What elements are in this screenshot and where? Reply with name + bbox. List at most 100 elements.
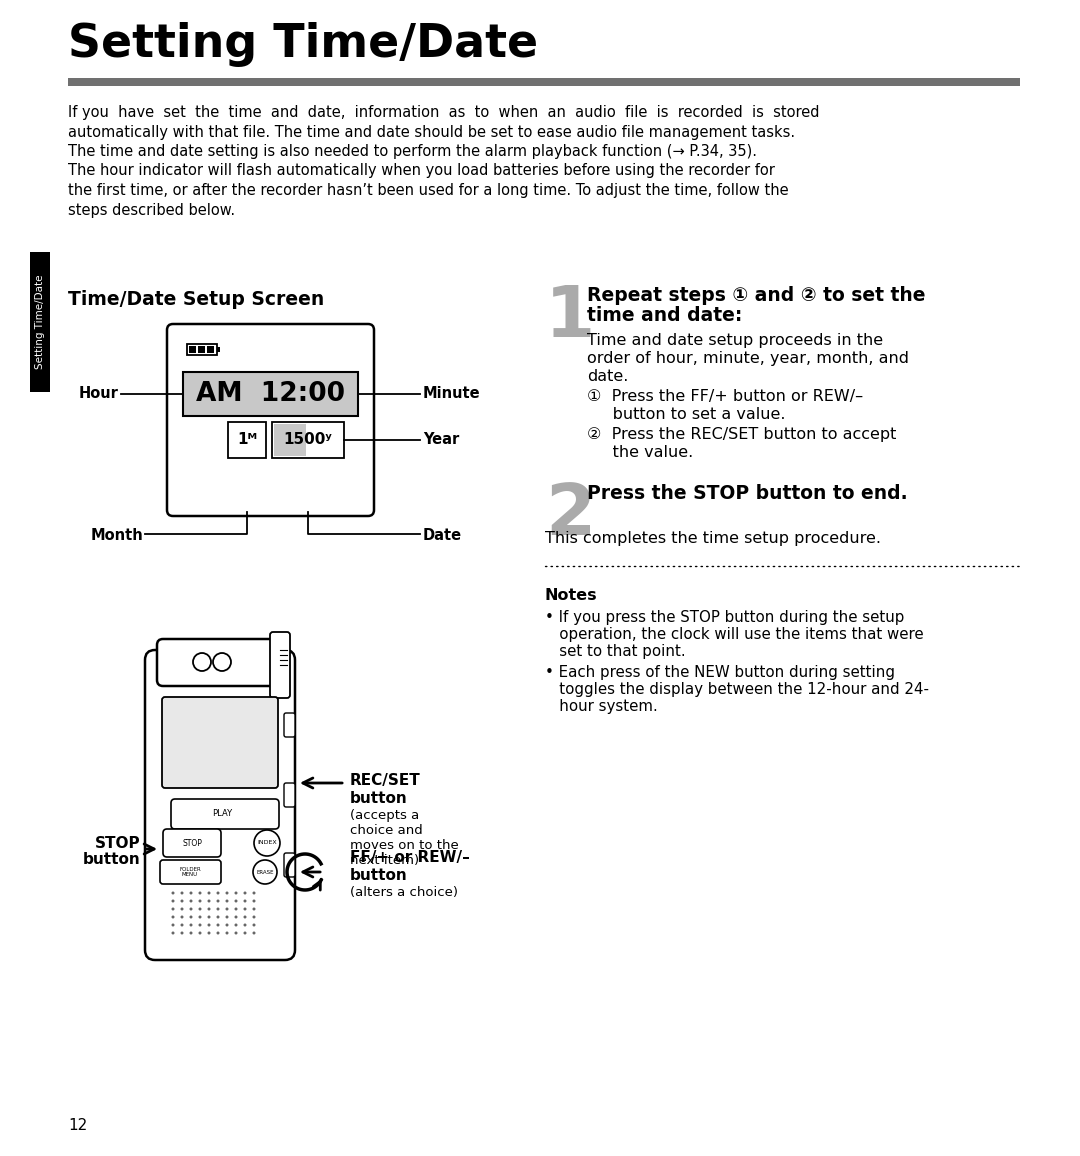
Circle shape [234, 916, 238, 919]
Circle shape [234, 899, 238, 903]
Circle shape [180, 891, 184, 895]
Circle shape [189, 924, 192, 926]
Text: the value.: the value. [588, 445, 693, 460]
Circle shape [172, 907, 175, 911]
Circle shape [172, 916, 175, 919]
Circle shape [253, 916, 256, 919]
Circle shape [207, 924, 211, 926]
Text: ②  Press the REC/SET button to accept: ② Press the REC/SET button to accept [588, 427, 896, 442]
Text: Repeat steps ① and ② to set the: Repeat steps ① and ② to set the [588, 286, 926, 305]
Text: button: button [350, 791, 408, 806]
Text: • If you press the STOP button during the setup: • If you press the STOP button during th… [545, 610, 904, 625]
Circle shape [180, 899, 184, 903]
Text: button to set a value.: button to set a value. [588, 407, 785, 422]
Text: PLAY: PLAY [212, 809, 232, 818]
Circle shape [226, 891, 229, 895]
FancyBboxPatch shape [284, 853, 295, 877]
Circle shape [172, 891, 175, 895]
Text: Year: Year [423, 432, 459, 447]
Text: (alters a choice): (alters a choice) [350, 885, 458, 899]
Circle shape [253, 860, 276, 884]
Circle shape [189, 907, 192, 911]
Text: Time and date setup proceeds in the: Time and date setup proceeds in the [588, 333, 883, 348]
Text: 1ᴹ: 1ᴹ [237, 432, 257, 447]
Circle shape [216, 891, 219, 895]
Circle shape [207, 916, 211, 919]
Circle shape [216, 899, 219, 903]
Circle shape [253, 907, 256, 911]
Circle shape [243, 891, 246, 895]
Circle shape [234, 932, 238, 934]
Circle shape [199, 891, 202, 895]
Circle shape [207, 907, 211, 911]
Circle shape [226, 916, 229, 919]
Text: button: button [350, 868, 408, 883]
Text: 12: 12 [68, 1118, 87, 1133]
Bar [198, 346, 205, 353]
Bar [68, 77, 1020, 86]
Bar [187, 344, 217, 355]
Circle shape [234, 891, 238, 895]
Text: time and date:: time and date: [588, 306, 742, 325]
Text: STOP: STOP [183, 838, 202, 847]
Bar [183, 372, 357, 416]
Circle shape [199, 916, 202, 919]
Circle shape [216, 907, 219, 911]
FancyBboxPatch shape [270, 632, 291, 698]
Circle shape [226, 932, 229, 934]
Circle shape [253, 932, 256, 934]
Circle shape [243, 916, 246, 919]
Circle shape [189, 932, 192, 934]
Text: The hour indicator will flash automatically when you load batteries before using: The hour indicator will flash automatica… [68, 163, 774, 178]
FancyBboxPatch shape [163, 829, 221, 857]
Text: Month: Month [91, 528, 143, 543]
Text: Minute: Minute [423, 386, 481, 401]
Text: • Each press of the NEW button during setting: • Each press of the NEW button during se… [545, 665, 895, 680]
Bar [228, 422, 266, 458]
Circle shape [193, 653, 211, 670]
Circle shape [207, 899, 211, 903]
FancyBboxPatch shape [167, 324, 374, 516]
Circle shape [226, 899, 229, 903]
Circle shape [253, 924, 256, 926]
Circle shape [226, 907, 229, 911]
Bar [30, 252, 50, 392]
Text: Date: Date [423, 528, 462, 543]
Text: Time/Date Setup Screen: Time/Date Setup Screen [68, 290, 324, 309]
Circle shape [243, 907, 246, 911]
Circle shape [199, 932, 202, 934]
Circle shape [226, 924, 229, 926]
Text: REC/SET: REC/SET [350, 773, 421, 788]
Circle shape [243, 899, 246, 903]
Circle shape [189, 899, 192, 903]
Text: toggles the display between the 12-hour and 24-: toggles the display between the 12-hour … [545, 682, 929, 697]
FancyBboxPatch shape [160, 860, 221, 884]
Circle shape [254, 830, 280, 855]
Text: Notes: Notes [545, 588, 597, 603]
Circle shape [234, 907, 238, 911]
Text: 2: 2 [545, 481, 595, 550]
FancyBboxPatch shape [162, 697, 278, 788]
FancyBboxPatch shape [284, 783, 295, 807]
Circle shape [207, 932, 211, 934]
Circle shape [180, 907, 184, 911]
Text: Hour: Hour [78, 386, 118, 401]
Circle shape [172, 899, 175, 903]
Text: FOLDER
MENU: FOLDER MENU [179, 867, 201, 877]
Text: operation, the clock will use the items that were: operation, the clock will use the items … [545, 627, 923, 642]
Text: STOP: STOP [94, 836, 140, 851]
Text: Setting Time/Date: Setting Time/Date [68, 22, 538, 67]
Text: date.: date. [588, 369, 629, 384]
Text: ERASE: ERASE [256, 869, 273, 874]
Text: automatically with that file. The time and date should be set to ease audio file: automatically with that file. The time a… [68, 125, 795, 140]
Circle shape [199, 899, 202, 903]
Text: INDEX: INDEX [257, 840, 276, 845]
Text: This completes the time setup procedure.: This completes the time setup procedure. [545, 531, 881, 546]
Circle shape [180, 916, 184, 919]
Bar [217, 347, 220, 351]
Text: Press the STOP button to end.: Press the STOP button to end. [588, 484, 907, 503]
Circle shape [216, 932, 219, 934]
Circle shape [172, 924, 175, 926]
Text: button: button [82, 852, 140, 867]
Text: steps described below.: steps described below. [68, 202, 235, 217]
